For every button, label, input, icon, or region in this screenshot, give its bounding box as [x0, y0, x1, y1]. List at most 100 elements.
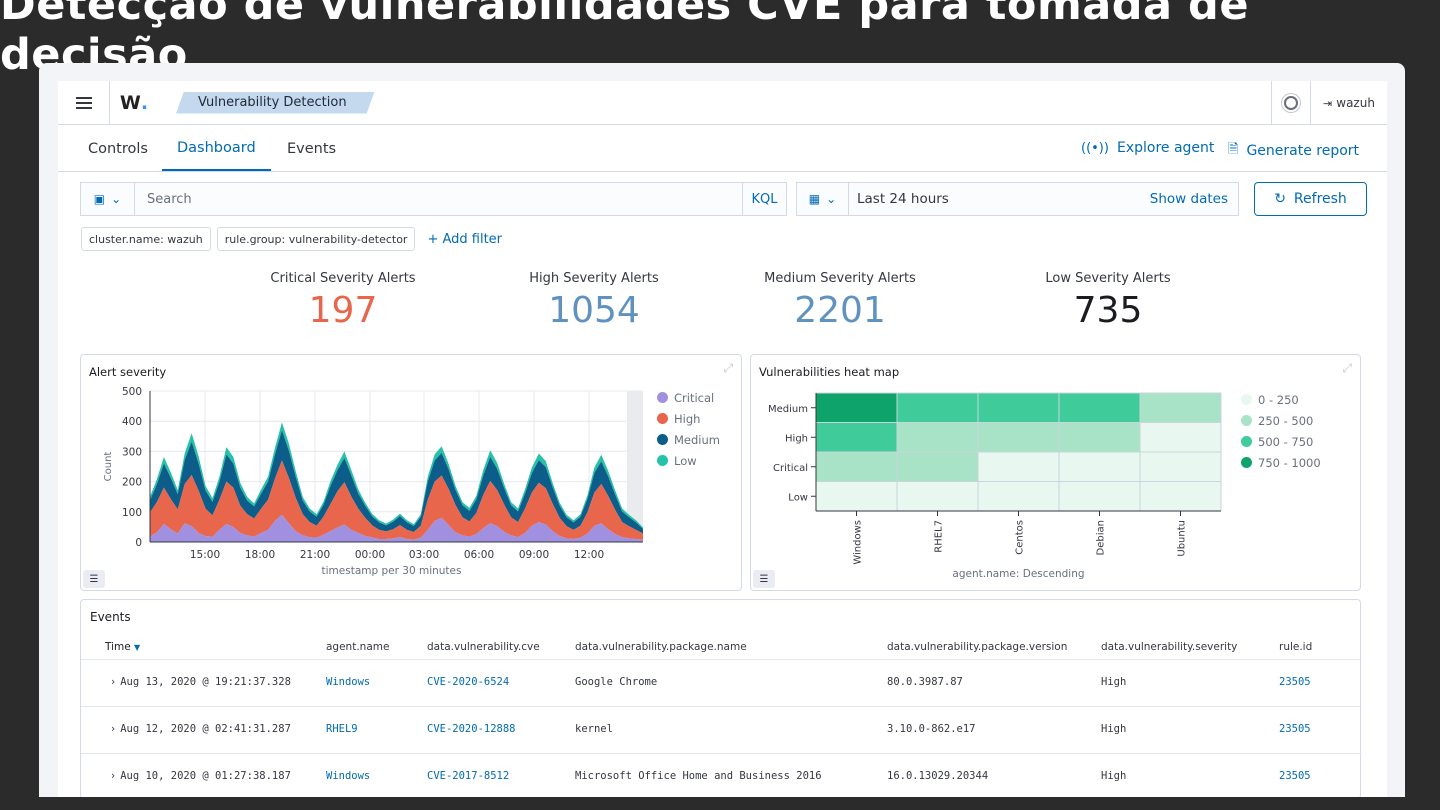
heat-cell — [977, 451, 1060, 482]
banner-title: Detecção de vulnerabilidades CVE para to… — [0, 0, 1249, 80]
filter-pill-cluster[interactable]: cluster.name: wazuh — [81, 227, 211, 251]
kql-toggle-button[interactable]: KQL — [742, 183, 786, 215]
alert-severity-legend: Critical High Medium Low — [657, 387, 720, 471]
date-range-text[interactable]: Last 24 hours — [857, 191, 949, 207]
events-title: Events — [90, 610, 131, 624]
toggle-legend-button[interactable]: ☰ — [753, 570, 775, 588]
heat-cell — [1139, 392, 1222, 423]
expand-icon[interactable]: ⤢ — [723, 361, 733, 375]
user-name: wazuh — [1336, 96, 1375, 110]
area-medium — [150, 430, 643, 534]
cell-rule-id-link[interactable]: 23505 — [1279, 723, 1311, 735]
add-filter-button[interactable]: + Add filter — [427, 231, 503, 247]
tab-dashboard[interactable]: Dashboard — [162, 126, 271, 171]
refresh-button[interactable]: ↻ Refresh — [1254, 182, 1367, 216]
heat-legend-item-0[interactable]: 0 - 250 — [1241, 389, 1321, 410]
expand-row-icon[interactable]: › — [111, 676, 116, 688]
column-header-severity[interactable]: data.vulnerability.severity — [1101, 641, 1238, 653]
tab-controls[interactable]: Controls — [88, 140, 148, 157]
search-input[interactable] — [135, 183, 742, 215]
generate-report-button[interactable]: 🗎 Generate report — [1228, 140, 1359, 162]
current-bucket-shade — [627, 391, 643, 542]
wazuh-logo[interactable]: W. — [119, 91, 149, 114]
legend-item-low[interactable]: Low — [657, 450, 720, 471]
divider — [81, 706, 1362, 707]
y-tick-label: 100 — [122, 507, 142, 519]
x-tick-label: Ubuntu — [1177, 520, 1188, 557]
table-row[interactable]: › Aug 12, 2020 @ 02:41:31.287 RHEL9 CVE-2… — [111, 723, 1311, 735]
heat-cell — [1058, 451, 1141, 482]
tabs-row: Controls Dashboard Events ((•)) Explore … — [58, 126, 1387, 172]
expand-row-icon[interactable]: › — [111, 723, 116, 735]
x-tick-label: Centos — [1015, 520, 1026, 555]
table-row[interactable]: › Aug 10, 2020 @ 01:27:38.187 Windows CVE… — [111, 770, 1311, 782]
cell-severity: High — [1101, 723, 1127, 735]
legend-item-high[interactable]: High — [657, 408, 720, 429]
metric-value: 1054 — [548, 290, 640, 331]
list-icon: ☰ — [89, 573, 99, 585]
heat-cell — [1058, 481, 1141, 512]
column-header-package-name[interactable]: data.vulnerability.package.name — [575, 641, 747, 653]
y-axis-label: Count — [103, 452, 114, 482]
settings-button[interactable] — [1271, 81, 1311, 125]
cell-severity: High — [1101, 770, 1127, 782]
antenna-icon: ((•)) — [1081, 140, 1109, 156]
heat-cell — [1058, 422, 1141, 453]
hamburger-menu-button[interactable] — [58, 80, 110, 125]
y-tick-label: Low — [788, 492, 808, 503]
x-tick-label: 09:00 — [519, 549, 549, 561]
legend-item-medium[interactable]: Medium — [657, 429, 720, 450]
filter-pill-rule-group[interactable]: rule.group: vulnerability-detector — [216, 227, 416, 251]
quick-date-button[interactable]: ▦ ⌄ — [797, 183, 849, 215]
heat-legend-item-1[interactable]: 250 - 500 — [1241, 410, 1321, 431]
heat-map-panel: Vulnerabilities heat map ⤢ Medium High Cri… — [750, 354, 1361, 591]
heat-cell — [977, 422, 1060, 453]
legend-dot — [657, 455, 668, 466]
table-row[interactable]: › Aug 13, 2020 @ 19:21:37.328 Windows CVE… — [111, 676, 1311, 688]
x-tick-label: 15:00 — [190, 549, 220, 561]
heat-cell — [815, 392, 898, 423]
metric-value: 197 — [308, 290, 378, 331]
heat-cell — [1139, 481, 1222, 512]
cell-cve-link[interactable]: CVE-2020-6524 — [427, 676, 510, 688]
cell-cve-link[interactable]: CVE-2020-12888 — [427, 723, 516, 735]
heat-legend-item-3[interactable]: 750 - 1000 — [1241, 452, 1321, 473]
y-tick-label: 0 — [135, 537, 142, 549]
breadcrumb[interactable]: Vulnerability Detection — [176, 91, 375, 114]
tab-events[interactable]: Events — [287, 140, 337, 157]
logout-icon: ⇥ — [1323, 96, 1333, 110]
y-tick-label: Medium — [768, 404, 808, 415]
x-tick-label: 12:00 — [574, 549, 604, 561]
column-header-rule-id[interactable]: rule.id — [1279, 641, 1313, 653]
expand-row-icon[interactable]: › — [111, 770, 116, 782]
explore-agent-button[interactable]: ((•)) Explore agent — [1081, 140, 1215, 156]
legend-dot — [1241, 436, 1252, 447]
column-header-agent[interactable]: agent.name — [326, 641, 390, 653]
x-tick-label: RHEL7 — [934, 520, 945, 553]
heat-legend-item-2[interactable]: 500 - 750 — [1241, 431, 1321, 452]
toggle-legend-button[interactable]: ☰ — [83, 570, 105, 588]
column-header-package-version[interactable]: data.vulnerability.package.version — [887, 641, 1068, 653]
column-header-cve[interactable]: data.vulnerability.cve — [427, 641, 540, 653]
user-menu-button[interactable]: ⇥ wazuh — [1311, 81, 1387, 125]
cell-agent-link[interactable]: RHEL9 — [326, 723, 358, 735]
cell-package-name: Google Chrome — [575, 676, 658, 688]
metric-high: High Severity Alerts 1054 — [494, 271, 694, 331]
legend-item-critical[interactable]: Critical — [657, 387, 720, 408]
cell-rule-id-link[interactable]: 23505 — [1279, 770, 1311, 782]
column-header-time[interactable]: Time ▼ — [105, 641, 141, 653]
heat-map-chart: Medium High Critical Low Windows RHEL7 Centos D… — [768, 392, 1222, 580]
cell-agent-link[interactable]: Windows — [326, 770, 371, 782]
saved-queries-button[interactable]: ▣ ⌄ — [81, 183, 135, 215]
document-icon: 🗎 — [1228, 142, 1239, 157]
expand-icon[interactable]: ⤢ — [1342, 361, 1352, 375]
top-bar: W. Vulnerability Detection ⇥ wazuh — [58, 80, 1387, 125]
y-tick-label: 200 — [122, 477, 142, 489]
x-tick-label: 06:00 — [464, 549, 494, 561]
cell-agent-link[interactable]: Windows — [326, 676, 371, 688]
x-axis-label: timestamp per 30 minutes — [322, 565, 462, 577]
show-dates-button[interactable]: Show dates — [1149, 191, 1228, 207]
cell-cve-link[interactable]: CVE-2017-8512 — [427, 770, 510, 782]
menu-icon — [75, 101, 92, 104]
cell-rule-id-link[interactable]: 23505 — [1279, 676, 1311, 688]
